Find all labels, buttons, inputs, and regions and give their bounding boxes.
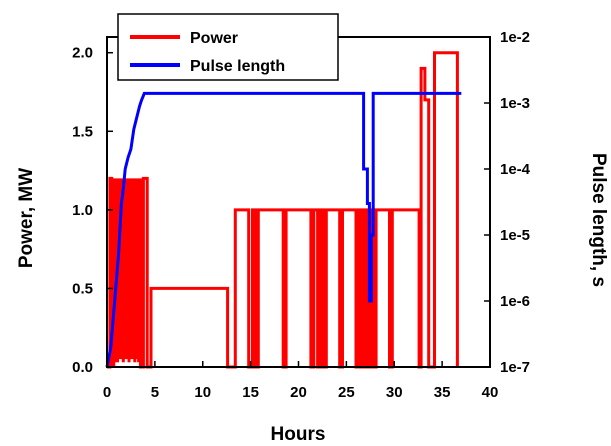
x-tick-label: 10 — [194, 384, 211, 401]
series-line-pulse-length — [105, 91, 462, 368]
y-axis-left-title: Power, MW — [16, 168, 37, 268]
y-axis-left: 0.0 0.5 1.0 1.5 2.0 — [72, 45, 113, 376]
y-axis-right: 1e-7 1e-6 1e-5 1e-4 1e-3 1e-2 — [484, 29, 531, 376]
x-tick-label: 40 — [482, 384, 499, 401]
y-axis-right-title: Pulse length, s — [588, 153, 609, 287]
x-tick-label: 5 — [151, 384, 159, 401]
x-tick-label: 35 — [434, 384, 451, 401]
y-tick-label: 0.0 — [72, 359, 93, 376]
legend: Power Pulse length — [117, 13, 339, 81]
y-tick-label: 1.5 — [72, 123, 93, 140]
x-tick-label: 0 — [103, 384, 111, 401]
legend-label-pulse-length: Pulse length — [190, 58, 285, 75]
y2-tick-label: 1e-5 — [500, 227, 530, 244]
x-tick-label: 20 — [290, 384, 307, 401]
y2-tick-label: 1e-4 — [500, 161, 531, 178]
y2-tick-label: 1e-7 — [500, 359, 530, 376]
legend-label-power: Power — [190, 30, 238, 47]
legend-box — [117, 13, 339, 81]
x-axis: 0 5 10 15 20 25 30 35 40 — [103, 361, 499, 401]
y-tick-label: 2.0 — [72, 45, 93, 62]
y2-tick-label: 1e-6 — [500, 293, 530, 310]
x-tick-label: 30 — [386, 384, 403, 401]
x-tick-label: 15 — [242, 384, 259, 401]
y-tick-label: 0.5 — [72, 280, 93, 297]
x-axis-title: Hours — [271, 424, 326, 445]
x-tick-label: 25 — [338, 384, 355, 401]
y2-tick-label: 1e-2 — [500, 29, 530, 46]
y2-tick-label: 1e-3 — [500, 95, 530, 112]
y-tick-label: 1.0 — [72, 202, 93, 219]
